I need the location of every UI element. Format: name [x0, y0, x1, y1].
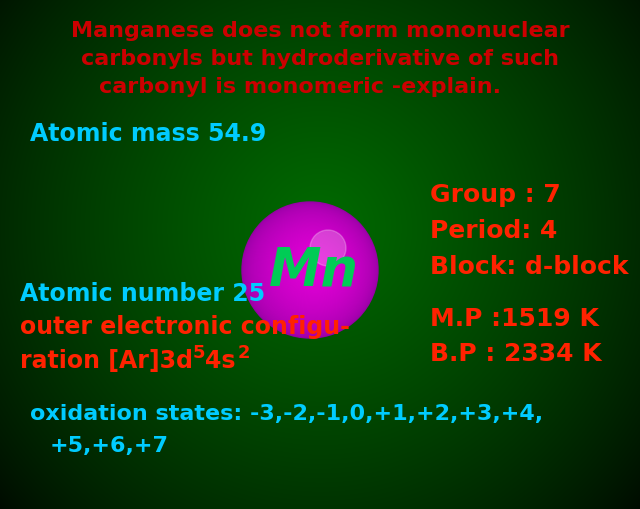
Circle shape — [252, 210, 371, 329]
Circle shape — [248, 207, 374, 332]
Circle shape — [282, 235, 346, 300]
Circle shape — [262, 218, 362, 319]
Circle shape — [297, 248, 335, 285]
Text: 2: 2 — [238, 344, 250, 362]
Circle shape — [311, 260, 323, 271]
Circle shape — [303, 252, 330, 279]
Circle shape — [291, 242, 340, 292]
Text: Atomic mass 54.9: Atomic mass 54.9 — [30, 122, 266, 146]
Circle shape — [307, 256, 327, 276]
Circle shape — [269, 224, 357, 313]
Circle shape — [306, 255, 328, 277]
Circle shape — [260, 217, 364, 321]
Circle shape — [261, 218, 363, 320]
Circle shape — [271, 227, 355, 309]
Text: Atomic number 25: Atomic number 25 — [20, 282, 265, 306]
Text: Block: d-block: Block: d-block — [430, 255, 628, 279]
Circle shape — [267, 222, 358, 314]
Circle shape — [315, 263, 320, 268]
Circle shape — [287, 239, 343, 295]
Circle shape — [263, 219, 362, 318]
Circle shape — [308, 257, 326, 275]
Text: M.P :1519 K: M.P :1519 K — [430, 307, 599, 331]
Text: ration [Ar]3d: ration [Ar]3d — [20, 349, 193, 373]
Circle shape — [289, 241, 340, 292]
Circle shape — [252, 211, 370, 328]
Circle shape — [257, 215, 366, 323]
Circle shape — [254, 212, 368, 326]
Circle shape — [294, 245, 337, 288]
Circle shape — [281, 234, 348, 301]
Circle shape — [253, 211, 369, 327]
Circle shape — [300, 250, 332, 282]
Circle shape — [265, 221, 360, 316]
Circle shape — [264, 220, 361, 317]
Circle shape — [291, 243, 339, 291]
Text: Period: 4: Period: 4 — [430, 219, 557, 243]
Circle shape — [293, 244, 337, 289]
Circle shape — [285, 238, 344, 296]
Text: 5: 5 — [193, 344, 205, 362]
Circle shape — [242, 202, 378, 338]
Circle shape — [250, 208, 372, 331]
Circle shape — [298, 248, 333, 284]
Circle shape — [310, 230, 346, 266]
Text: 4s: 4s — [205, 349, 236, 373]
Circle shape — [246, 205, 375, 334]
Circle shape — [271, 225, 355, 310]
Circle shape — [243, 203, 377, 337]
Circle shape — [283, 236, 346, 299]
Circle shape — [304, 253, 329, 279]
Circle shape — [287, 240, 342, 294]
Circle shape — [280, 234, 348, 301]
Circle shape — [299, 249, 333, 283]
Circle shape — [244, 204, 376, 336]
Circle shape — [296, 247, 335, 286]
Circle shape — [266, 222, 359, 315]
Circle shape — [284, 237, 345, 298]
Circle shape — [268, 223, 358, 314]
Circle shape — [273, 227, 354, 309]
Text: carbonyl is monomeric -explain.: carbonyl is monomeric -explain. — [99, 77, 501, 97]
Text: outer electronic configu-: outer electronic configu- — [20, 315, 350, 339]
Text: Manganese does not form mononuclear: Manganese does not form mononuclear — [70, 21, 570, 41]
Circle shape — [275, 230, 352, 306]
Circle shape — [301, 251, 332, 281]
Circle shape — [278, 232, 349, 303]
Circle shape — [273, 228, 353, 308]
Circle shape — [310, 258, 324, 273]
Text: oxidation states: -3,-2,-1,0,+1,+2,+3,+4,: oxidation states: -3,-2,-1,0,+1,+2,+3,+4… — [30, 404, 543, 424]
Circle shape — [255, 213, 367, 325]
Circle shape — [250, 209, 371, 330]
Text: Group : 7: Group : 7 — [430, 183, 561, 207]
Circle shape — [302, 251, 331, 280]
Circle shape — [256, 214, 367, 324]
Circle shape — [285, 237, 344, 297]
Circle shape — [249, 208, 372, 331]
Circle shape — [269, 225, 356, 312]
Circle shape — [313, 261, 322, 270]
Circle shape — [312, 260, 323, 270]
Circle shape — [259, 216, 365, 322]
Text: carbonyls but hydroderivative of such: carbonyls but hydroderivative of such — [81, 49, 559, 69]
Circle shape — [305, 254, 328, 278]
Circle shape — [314, 262, 321, 269]
Circle shape — [295, 246, 336, 287]
Circle shape — [289, 241, 341, 293]
Circle shape — [317, 264, 319, 266]
Circle shape — [279, 233, 349, 302]
Circle shape — [245, 204, 376, 335]
Circle shape — [292, 244, 339, 290]
Circle shape — [310, 259, 324, 272]
Circle shape — [277, 231, 350, 304]
Circle shape — [275, 229, 353, 307]
Circle shape — [308, 257, 326, 274]
Circle shape — [258, 215, 365, 323]
Text: B.P : 2334 K: B.P : 2334 K — [430, 342, 602, 366]
Text: +5,+6,+7: +5,+6,+7 — [50, 436, 169, 456]
Circle shape — [316, 264, 319, 267]
Circle shape — [247, 206, 374, 333]
Circle shape — [276, 231, 351, 305]
Text: Mn: Mn — [269, 244, 359, 296]
